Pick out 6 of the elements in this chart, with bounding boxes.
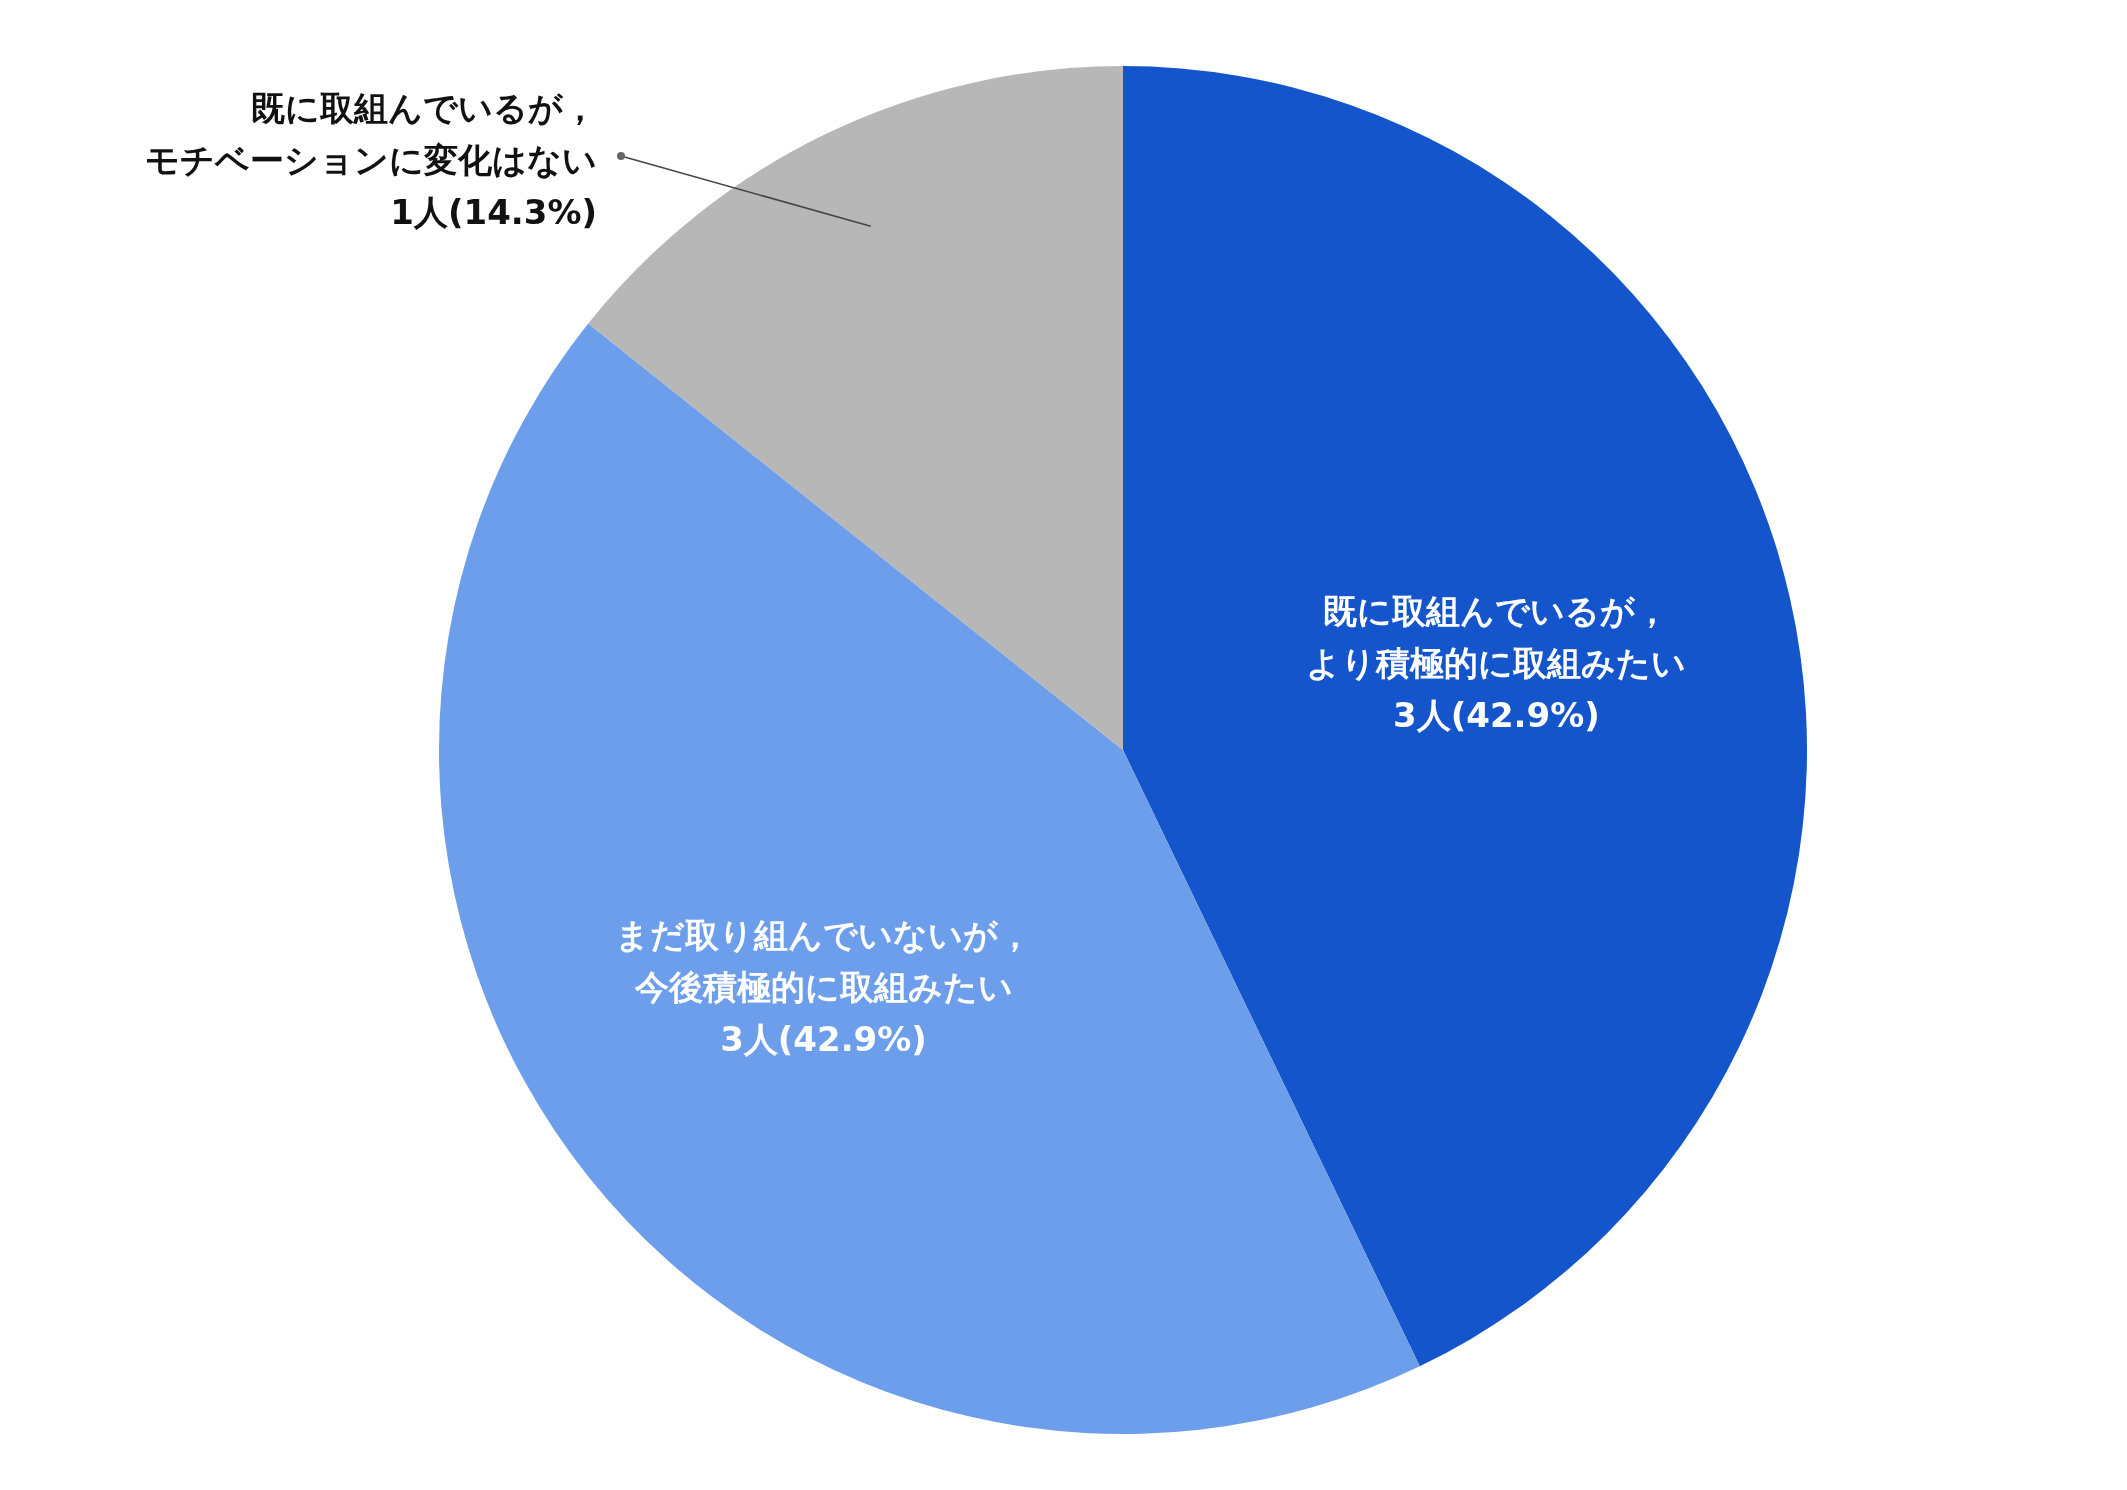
slice-label: 既に取組んでいるが，より積極的に取組みたい	[1306, 590, 1687, 683]
data-label: 1人(14.3%)	[390, 191, 597, 232]
slice-label: まだ取り組んでいないが，今後積極的に取組みたい	[615, 914, 1033, 1007]
slice-label: 既に取組んでいるが，モチベーションに変化はない	[145, 87, 597, 180]
data-label: 3人(42.9%)	[1393, 694, 1600, 735]
data-label: 3人(42.9%)	[720, 1018, 927, 1059]
